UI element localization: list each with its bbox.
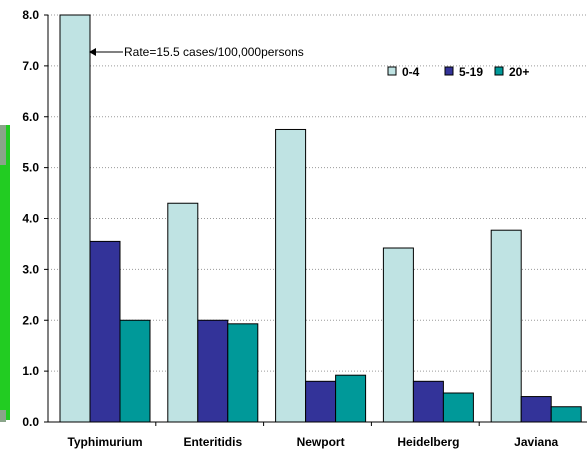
legend-swatch-0-4	[387, 66, 397, 76]
y-tick-label: 6.0	[22, 110, 39, 124]
x-category-label: Newport	[297, 435, 345, 449]
legend: 0-4 5-19 20+	[387, 65, 529, 79]
bar-0-4-typhimurium	[59, 14, 91, 423]
bar-0-4-heidelberg	[382, 247, 414, 423]
y-tick-label: 2.0	[22, 313, 39, 327]
y-tick-label: 5.0	[22, 161, 39, 175]
bar-20+-heidelberg	[442, 392, 474, 423]
x-category-label: Typhimurium	[67, 435, 142, 449]
y-tick-label: 0.0	[22, 415, 39, 429]
bar-5-19-heidelberg	[412, 380, 444, 423]
bar-0-4-javiana	[490, 229, 522, 423]
y-tick-label: 7.0	[22, 59, 39, 73]
y-axis-ticks: 0.0 1.0 2.0 3.0 4.0 5.0 6.0 7.0 8.0	[22, 8, 48, 429]
x-category-label: Enteritidis	[183, 435, 242, 449]
bar-20+-enteritidis	[227, 323, 259, 423]
legend-swatch-5-19	[444, 66, 454, 76]
bar-20+-newport	[335, 374, 367, 423]
legend-swatch-20+	[494, 66, 504, 76]
bar-20+-javiana	[550, 406, 582, 423]
rate-annotation: Rate=15.5 cases/100,000persons	[89, 45, 304, 59]
x-axis-labels: Typhimurium Enteritidis Newport Heidelberg J…	[67, 422, 559, 449]
legend-label-20+: 20+	[509, 65, 529, 79]
legend-label-5-19: 5-19	[459, 65, 483, 79]
y-tick-label: 1.0	[22, 364, 39, 378]
y-tick-label: 4.0	[22, 212, 39, 226]
annotation-arrowhead	[89, 48, 96, 56]
bar-5-19-newport	[305, 380, 337, 423]
bar-0-4-enteritidis	[167, 202, 199, 423]
left-gray-notch-bottom	[0, 410, 6, 422]
y-tick-label: 8.0	[22, 8, 39, 22]
x-category-label: Heidelberg	[397, 435, 459, 449]
y-tick-label: 3.0	[22, 262, 39, 276]
x-category-label: Javiana	[514, 435, 558, 449]
annotation-text: Rate=15.5 cases/100,000persons	[124, 45, 304, 59]
bar-5-19-enteritidis	[197, 319, 229, 423]
legend-label-0-4: 0-4	[402, 65, 420, 79]
left-green-strip	[0, 125, 10, 420]
left-gray-notch-top	[0, 125, 6, 165]
bars	[59, 14, 582, 423]
bar-20+-typhimurium	[119, 319, 151, 423]
bar-5-19-typhimurium	[89, 240, 121, 423]
bar-5-19-javiana	[520, 396, 552, 423]
bar-0-4-newport	[275, 128, 307, 423]
